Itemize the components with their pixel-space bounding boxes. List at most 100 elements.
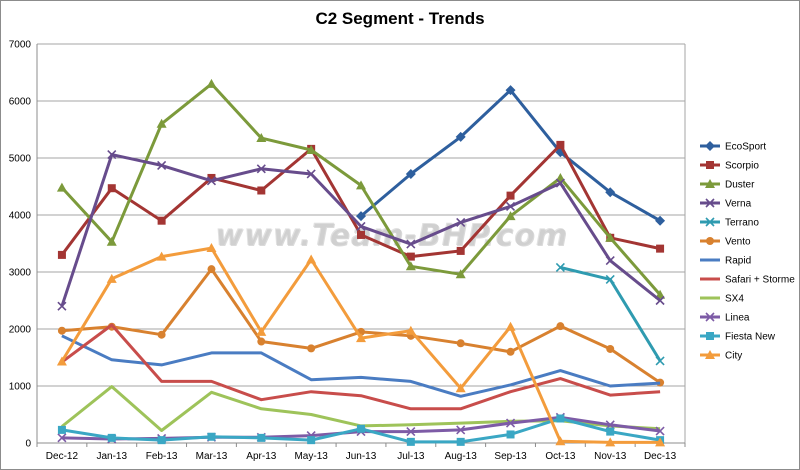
y-tick-label: 1000 <box>9 382 32 393</box>
data-point-city <box>555 436 566 446</box>
legend-label: EcoSport <box>725 142 766 153</box>
data-point-linea <box>406 427 416 437</box>
y-tick-label: 6000 <box>9 97 32 108</box>
data-point-duster <box>356 180 366 190</box>
y-tick-label: 7000 <box>9 40 32 51</box>
data-point-city <box>106 273 117 283</box>
x-tick-label: May-13 <box>294 451 328 462</box>
data-point-linea <box>57 433 67 443</box>
legend-item-linea: Linea <box>700 312 750 324</box>
data-point-terrano <box>555 262 565 273</box>
data-point-fiesta-new <box>357 424 365 433</box>
data-point-ecosport <box>405 168 416 179</box>
legend-item-vento: Vento <box>700 237 751 248</box>
data-point-vento <box>307 344 316 353</box>
series-sx4 <box>60 385 661 432</box>
x-tick-label: Dec-12 <box>46 451 79 462</box>
data-point-city <box>505 321 516 331</box>
data-point-vento <box>556 322 565 331</box>
data-point-scorpio <box>357 230 365 239</box>
series-fiesta-new <box>57 414 665 446</box>
data-point-duster <box>156 118 167 128</box>
data-point-scorpio <box>456 246 465 255</box>
series-line-ecosport <box>360 88 661 223</box>
legend-marker <box>706 237 714 245</box>
data-point-verna <box>157 160 167 170</box>
data-point-verna <box>356 221 366 231</box>
legend-label: Vento <box>725 237 751 248</box>
data-point-fiesta-new <box>406 437 415 446</box>
data-point-fiesta-new <box>606 427 615 436</box>
legend-marker <box>705 350 715 359</box>
legend-item-verna: Verna <box>700 198 752 210</box>
data-point-city <box>356 333 366 343</box>
data-point-ecosport <box>356 211 366 222</box>
y-tick-label: 5000 <box>9 154 32 165</box>
data-point-linea <box>605 420 615 430</box>
data-point-ecosport <box>455 131 466 142</box>
series-line-verna <box>60 153 662 307</box>
data-point-duster <box>306 145 317 155</box>
x-tick-label: Jun-13 <box>346 451 377 462</box>
series-duster <box>56 78 666 299</box>
data-point-verna <box>406 239 416 249</box>
legend-marker <box>706 161 714 169</box>
legend-marker <box>705 141 715 151</box>
data-point-fiesta-new <box>506 430 515 439</box>
data-point-scorpio <box>157 216 166 225</box>
legend: EcoSport Scorpio Duster Verna Terrano Vento Ra… <box>700 141 795 362</box>
series-city <box>56 243 666 447</box>
legend-label: Scorpio <box>725 161 759 172</box>
data-point-linea <box>655 426 665 436</box>
data-point-scorpio <box>257 186 266 195</box>
data-point-scorpio <box>57 250 66 259</box>
legend-item-scorpio: Scorpio <box>700 161 759 172</box>
y-tick-label: 3000 <box>9 268 32 279</box>
legend-label: Verna <box>725 199 752 210</box>
legend-item-ecosport: EcoSport <box>700 141 766 153</box>
data-point-city <box>605 437 616 447</box>
data-point-duster <box>605 232 616 242</box>
series-safari-storme <box>61 323 661 411</box>
legend-item-safari-storme: Safari + Storme <box>700 275 795 286</box>
x-tick-label: Oct-13 <box>545 451 575 462</box>
data-point-scorpio <box>506 191 515 200</box>
data-point-scorpio <box>207 173 216 182</box>
data-point-verna <box>57 301 67 311</box>
data-point-city <box>206 243 217 253</box>
legend-label: Linea <box>725 313 750 324</box>
data-point-fiesta-new <box>57 425 66 434</box>
data-point-verna <box>655 295 665 306</box>
series-verna <box>57 150 665 311</box>
data-point-city <box>455 383 466 393</box>
legend-item-sx4: SX4 <box>700 294 744 305</box>
x-tick-label: Mar-13 <box>196 451 228 462</box>
legend-item-fiesta-new: Fiesta New <box>700 332 776 343</box>
legend-marker <box>705 198 715 208</box>
legend-item-city: City <box>700 350 742 362</box>
legend-label: Safari + Storme <box>725 275 795 286</box>
data-point-city <box>306 254 317 264</box>
data-point-scorpio <box>406 252 415 261</box>
data-point-duster <box>655 289 666 299</box>
data-point-duster <box>56 182 67 192</box>
x-tick-label: Aug-13 <box>445 451 478 462</box>
legend-label: SX4 <box>725 294 744 305</box>
x-tick-label: Sep-13 <box>494 451 527 462</box>
data-point-vento <box>257 337 266 346</box>
data-point-duster <box>106 236 117 246</box>
legend-marker <box>705 217 715 227</box>
x-tick-label: Jan-13 <box>96 451 127 462</box>
data-point-vento <box>207 265 216 274</box>
data-point-verna <box>605 256 615 266</box>
data-point-fiesta-new <box>456 437 465 446</box>
plot-series <box>56 78 666 447</box>
data-point-duster <box>206 78 217 88</box>
series-line-safari-storme <box>61 323 661 411</box>
data-point-city <box>56 356 67 366</box>
legend-label: Fiesta New <box>725 332 776 343</box>
legend-marker <box>706 332 714 340</box>
data-point-fiesta-new <box>157 436 166 445</box>
x-tick-label: Feb-13 <box>146 451 178 462</box>
